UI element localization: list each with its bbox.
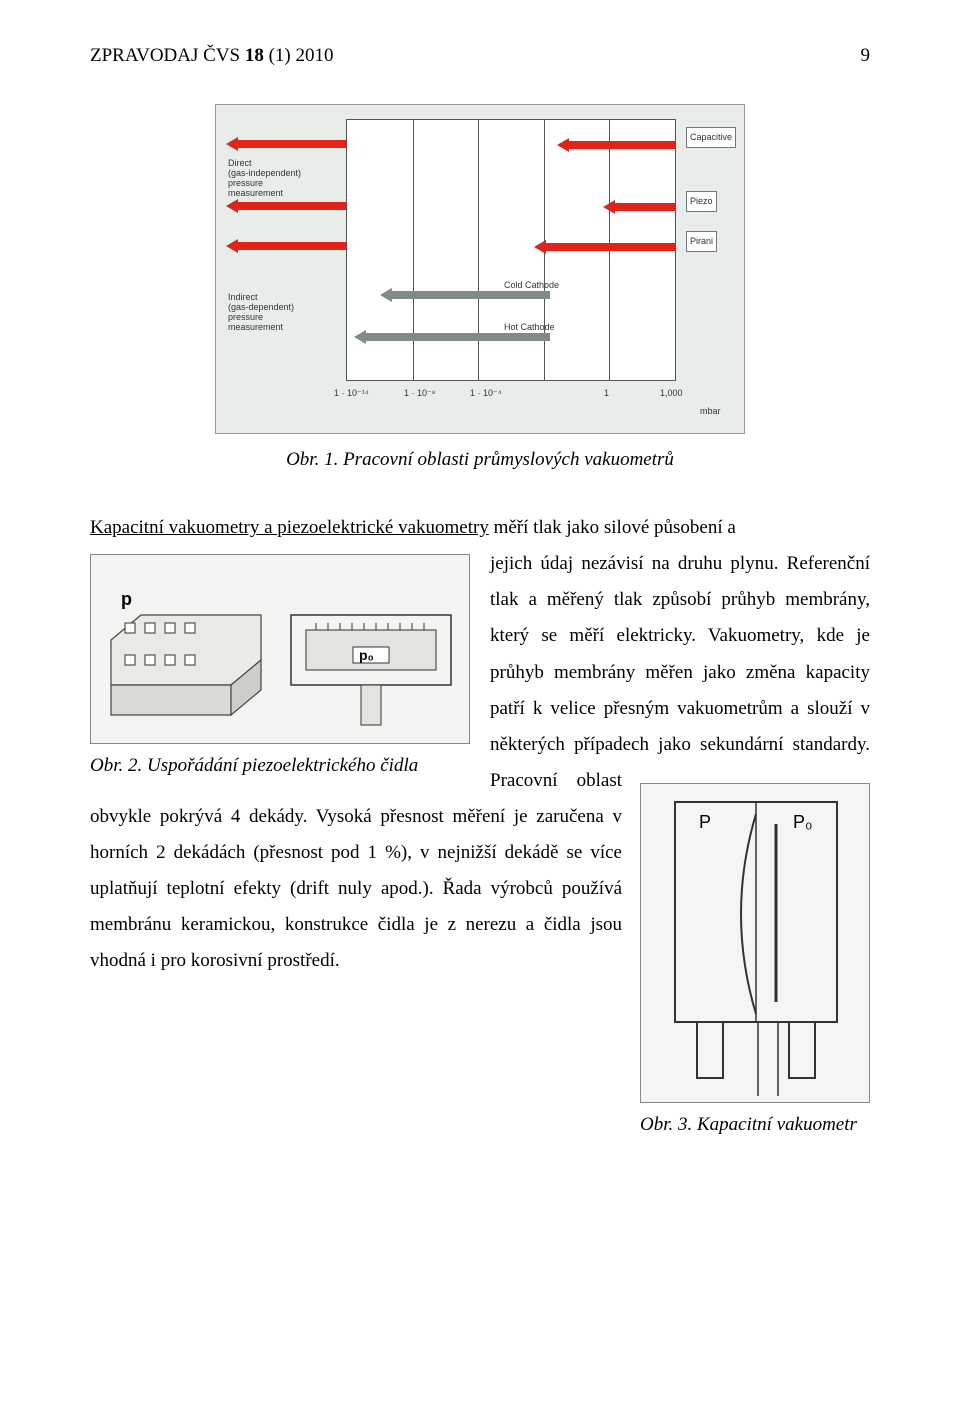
label-cold-cathode: Cold Cathode [504, 277, 559, 294]
body-paragraph: p p₀ Obr. 2. Uspořádání piezoelektrickéh [90, 546, 870, 1143]
arrow-head [603, 200, 615, 214]
figure-2-svg: p p₀ [91, 555, 471, 745]
label-capacitive: Capacitive [686, 127, 736, 148]
arrow-capacitive-ext [226, 137, 346, 151]
arrow-shaft [238, 140, 346, 148]
figure-2-diagram: p p₀ [90, 554, 470, 744]
fig3-p0-label: P₀ [793, 812, 812, 832]
xtick-3: 1 · 10⁻⁴ [470, 385, 502, 402]
header-journal: ZPRAVODAJ ČVS 18 (1) 2010 [90, 38, 334, 74]
figure-2-caption: Obr. 2. Uspořádání piezoelektrického čid… [90, 748, 470, 784]
section-intro: Kapacitní vakuometry a piezoelektrické v… [90, 510, 870, 546]
figure-1-chart: Capacitive Piezo Pirani Cold Cathode Hot… [215, 104, 745, 434]
arrow-head [557, 138, 569, 152]
page-header: ZPRAVODAJ ČVS 18 (1) 2010 9 [90, 38, 870, 74]
label-pirani: Pirani [686, 231, 717, 252]
x-unit: mbar [700, 403, 721, 420]
xtick-5: 1,000 [660, 385, 683, 402]
arrow-head [226, 137, 238, 151]
paragraph-right: jejich údaj nezávisí na druhu plynu. Ref… [490, 553, 870, 791]
arrow-head [380, 288, 392, 302]
arrow-shaft [238, 202, 346, 210]
figure-2-block: p p₀ Obr. 2. Uspořádání piezoelektrickéh [90, 554, 470, 784]
figure-3-svg: P P₀ [641, 784, 871, 1104]
section-intro-tail: měří tlak jako silové působení a [489, 517, 736, 538]
arrow-shaft [615, 203, 676, 211]
header-page-number: 9 [861, 38, 871, 74]
section-heading: Kapacitní vakuometry a piezoelektrické v… [90, 517, 489, 538]
arrow-piezo [603, 200, 676, 214]
fig2-p0-label: p₀ [359, 647, 374, 663]
arrow-shaft [569, 141, 676, 149]
figure-3-diagram: P P₀ [640, 783, 870, 1103]
label-piezo: Piezo [686, 191, 717, 212]
label-indirect: Indirect (gas-dependent) pressure measur… [228, 293, 294, 333]
label-direct: Direct (gas-independent) pressure measur… [228, 159, 301, 199]
arrow-pirani [534, 240, 676, 254]
figure-3-caption: Obr. 3. Kapacitní vakuometr [640, 1107, 870, 1143]
xtick-1: 1 · 10⁻¹⁴ [334, 385, 369, 402]
fig3-p-label: P [699, 812, 711, 832]
header-issue-tail: (1) 2010 [264, 45, 334, 66]
label-hot-cathode: Hot Cathode [504, 319, 555, 336]
figure-1-container: Capacitive Piezo Pirani Cold Cathode Hot… [90, 104, 870, 434]
arrow-head [226, 239, 238, 253]
arrow-piezo-ext [226, 199, 346, 213]
arrow-head [226, 199, 238, 213]
figure-3-block: P P₀ Obr. 3. Kapacitní vakuometr [640, 783, 870, 1143]
header-issue-bold: 18 [245, 45, 264, 66]
arrow-pirani-ext [226, 239, 346, 253]
figure-1-plot-area [346, 119, 676, 381]
paragraph-after: obvykle pokrývá 4 dekády. Vysoká přesnos… [90, 806, 622, 971]
arrow-capacitive [557, 138, 676, 152]
xtick-2: 1 · 10⁻⁸ [404, 385, 436, 402]
xtick-4: 1 [604, 385, 609, 402]
arrow-head [354, 330, 366, 344]
arrow-head [534, 240, 546, 254]
header-journal-name: ZPRAVODAJ ČVS [90, 45, 245, 66]
fig2-p-label: p [121, 589, 132, 609]
label-direct-4: measurement [228, 189, 301, 199]
arrow-shaft [238, 242, 346, 250]
arrow-shaft [546, 243, 676, 251]
label-indirect-4: measurement [228, 323, 294, 333]
figure-1-caption: Obr. 1. Pracovní oblasti průmyslových va… [90, 442, 870, 478]
